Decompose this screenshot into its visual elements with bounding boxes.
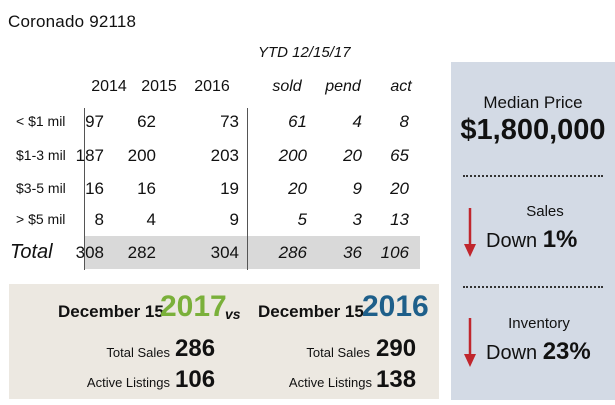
active-listings-label: Active Listings: [288, 375, 372, 390]
column-header: 2014: [91, 78, 127, 95]
table-cell: 187: [75, 146, 104, 165]
table-cell: 8: [94, 210, 104, 229]
total-cell: 286: [278, 243, 307, 262]
total-cell: 308: [75, 243, 104, 262]
dotted-divider: [463, 175, 603, 177]
inventory-direction: Down: [486, 342, 538, 364]
column-header: sold: [272, 78, 302, 95]
sales-direction: Down: [486, 230, 538, 252]
total-sales-label: Total Sales: [306, 345, 370, 360]
comparison-left-year: 2017: [160, 290, 227, 323]
active-listings-label: Active Listings: [86, 375, 170, 390]
table-cell: 5: [297, 210, 307, 229]
row-label: $1-3 mil: [16, 147, 66, 163]
table-cell: 73: [220, 112, 239, 131]
row-label: > $5 mil: [16, 211, 66, 227]
total-sales-2016: 290: [376, 335, 417, 362]
table-cell: 203: [210, 146, 239, 165]
inventory-percent: 23%: [542, 338, 591, 365]
total-sales-2017: 286: [175, 335, 216, 362]
median-price-value: $1,800,000: [460, 114, 606, 146]
table-cell: 62: [137, 112, 156, 131]
total-sales-label: Total Sales: [106, 345, 170, 360]
table-cell: 8: [399, 112, 409, 131]
total-cell: 282: [127, 243, 156, 262]
row-label: < $1 mil: [16, 113, 66, 129]
total-cell: 36: [343, 243, 362, 262]
column-header: act: [390, 78, 412, 95]
table-cell: 65: [390, 146, 409, 165]
vs-label: vs: [225, 306, 241, 322]
inventory-label: Inventory: [508, 315, 570, 332]
column-header: 2015: [141, 78, 177, 95]
table-cell: 9: [352, 179, 362, 198]
table-cell: 200: [278, 146, 307, 165]
table-cell: 4: [352, 112, 362, 131]
table-cell: 13: [390, 210, 409, 229]
down-arrow-icon: [464, 318, 476, 367]
column-header: 2016: [194, 78, 230, 95]
table-cell: 4: [146, 210, 156, 229]
table-cell: 9: [229, 210, 239, 229]
total-cell: 304: [210, 243, 239, 262]
active-listings-2016: 138: [376, 366, 417, 393]
down-arrow-icon: [464, 208, 476, 257]
comparison-box: [9, 284, 439, 399]
divider: [247, 108, 248, 270]
table-cell: 16: [85, 179, 104, 198]
table-cell: 20: [288, 179, 307, 198]
comparison-right-date: December 15: [258, 302, 364, 321]
comparison-right-year: 2016: [362, 290, 429, 323]
sales-label: Sales: [526, 203, 564, 220]
table-cell: 20: [390, 179, 409, 198]
total-row-band: [84, 236, 420, 269]
table-cell: 61: [288, 112, 307, 131]
table-cell: 3: [352, 210, 362, 229]
page-title: Coronado 92118: [8, 12, 137, 31]
row-label-total: Total: [10, 241, 53, 263]
divider: [84, 108, 85, 270]
ytd-label: YTD 12/15/17: [258, 44, 351, 61]
total-cell: 106: [380, 243, 409, 262]
dotted-divider: [463, 286, 603, 288]
column-header: pend: [325, 78, 361, 95]
inventory-change: Down 23%: [486, 338, 591, 366]
table-cell: 16: [137, 179, 156, 198]
active-listings-2017: 106: [175, 366, 216, 393]
sales-percent: 1%: [542, 226, 578, 253]
sales-change: Down 1%: [486, 226, 577, 254]
median-price-label: Median Price: [483, 93, 583, 112]
table-cell: 19: [220, 179, 239, 198]
comparison-left-date: December 15: [58, 302, 164, 321]
table-cell: 20: [343, 146, 362, 165]
table-cell: 97: [85, 112, 104, 131]
table-cell: 200: [127, 146, 156, 165]
summary-panel: [451, 62, 615, 400]
row-label: $3-5 mil: [16, 180, 66, 196]
